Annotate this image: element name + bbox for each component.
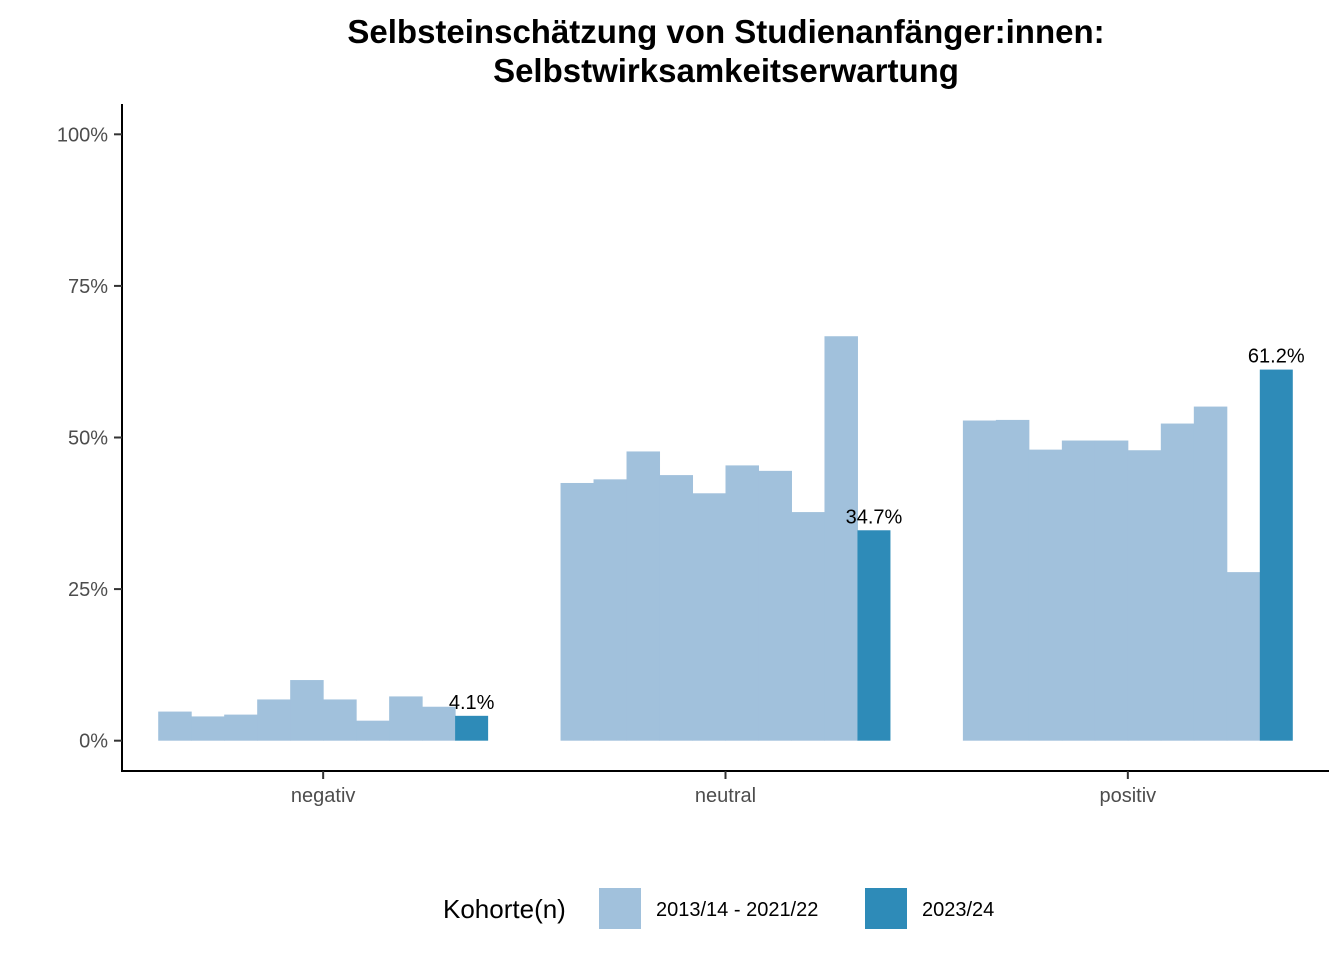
y-tick-label: 50% [68, 428, 108, 450]
bar-current-positiv [1259, 369, 1293, 741]
y-tick-label: 25% [68, 579, 108, 601]
x-tick-label-positiv: positiv [1099, 785, 1156, 807]
chart-title: Selbsteinschätzung von Studienanfänger:i… [347, 13, 1104, 50]
data-label-positiv: 61.2% [1248, 346, 1305, 368]
data-label-negativ: 4.1% [449, 692, 495, 714]
bar-historic-positiv [1226, 572, 1261, 741]
bar-historic-neutral [626, 451, 661, 741]
bar-historic-positiv [1193, 406, 1228, 741]
bar-historic-neutral [659, 475, 694, 741]
bar-historic-positiv [1061, 440, 1096, 741]
bar-historic-neutral [791, 512, 825, 741]
bar-historic-negativ [422, 706, 456, 741]
legend-title: Kohorte(n) [443, 894, 566, 924]
bar-historic-negativ [323, 699, 357, 741]
legend: Kohorte(n) 2013/14 - 2021/22 2023/24 [443, 888, 994, 929]
bar-historic-negativ [356, 720, 390, 741]
bar-historic-neutral [593, 479, 628, 741]
bar-historic-neutral [758, 470, 792, 741]
legend-label-current: 2023/24 [922, 899, 994, 921]
bar-historic-negativ [290, 680, 324, 741]
bar-historic-negativ [224, 714, 258, 741]
y-tick-label: 100% [57, 124, 108, 146]
bar-historic-neutral [692, 493, 726, 741]
bar-historic-positiv [1127, 450, 1162, 741]
bar-historic-positiv [962, 420, 997, 741]
y-ticks-group: 0% 25% 50% 75% 100% [57, 124, 122, 753]
y-tick-label: 0% [79, 731, 108, 753]
data-labels-group: 4.1% 34.7% 61.2% [449, 346, 1305, 714]
x-ticks-group: negativ neutral positiv [291, 771, 1156, 807]
bar-historic-positiv [1094, 440, 1129, 741]
bar-historic-negativ [158, 711, 192, 741]
legend-swatch-historic [599, 888, 641, 929]
bar-current-negativ [455, 715, 489, 741]
data-label-neutral: 34.7% [846, 506, 903, 528]
bar-historic-negativ [191, 716, 225, 741]
bar-historic-positiv [1028, 449, 1063, 741]
chart-subtitle: Selbstwirksamkeitserwartung [493, 52, 959, 89]
bar-historic-neutral [725, 465, 759, 741]
bars-group [158, 336, 1293, 741]
legend-label-historic: 2013/14 - 2021/22 [656, 899, 818, 921]
legend-swatch-current [865, 888, 907, 929]
y-tick-label: 75% [68, 276, 108, 298]
bar-current-neutral [857, 530, 891, 741]
bar-historic-positiv [995, 419, 1030, 741]
bar-historic-neutral [824, 336, 858, 741]
bar-historic-positiv [1160, 423, 1195, 741]
bar-historic-negativ [257, 699, 291, 741]
x-tick-label-neutral: neutral [695, 785, 756, 807]
x-tick-label-negativ: negativ [291, 785, 356, 807]
bar-historic-neutral [560, 482, 595, 741]
bar-historic-negativ [389, 696, 423, 741]
